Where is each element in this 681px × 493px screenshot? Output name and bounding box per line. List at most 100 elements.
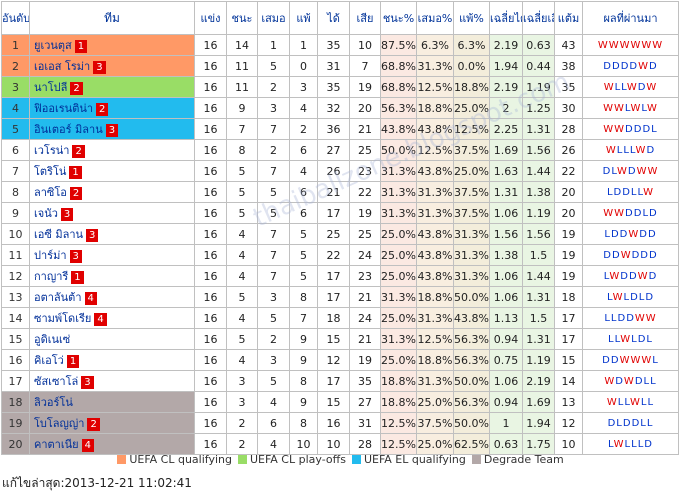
cell-draw-pct: 31.3% <box>416 307 454 329</box>
header-form[interactable]: ผลที่ผ่านมา <box>582 1 679 35</box>
cell-win-pct: 31.3% <box>380 286 417 308</box>
header-loss-pct[interactable]: แพ้% <box>453 1 490 35</box>
team-link[interactable]: คิเอโว่ <box>34 354 64 367</box>
team-link[interactable]: คาตาเนีย <box>34 438 79 451</box>
team-link[interactable]: ซามพ์โดเรีย <box>34 312 92 325</box>
form-sequence: DLDDLL <box>608 418 654 429</box>
cell-goals-against: 35 <box>349 370 381 392</box>
header-rank[interactable]: อันดับ <box>1 1 30 35</box>
standings-body: 1 ยูเวนตุส 1 16 14 1 1 35 10 87.5% 6.3% 6.3% 2.19 0.6… <box>1 34 679 455</box>
cell-played: 16 <box>194 139 227 161</box>
header-played[interactable]: แข่ง <box>194 1 227 35</box>
form-result: L <box>603 270 610 282</box>
team-badge: 1 <box>66 354 80 368</box>
cell-team: ฟิออเรนติน่า 2 <box>29 97 195 119</box>
cell-drawn: 2 <box>257 139 290 161</box>
team-badge: 2 <box>69 186 83 200</box>
team-link[interactable]: ยูเวนตุส <box>34 39 72 52</box>
form-result: L <box>642 207 650 219</box>
form-result: W <box>616 165 628 177</box>
team-link[interactable]: เวโรน่า <box>34 144 70 157</box>
cell-points: 10 <box>554 433 583 455</box>
header-points[interactable]: แต้ม <box>554 1 583 35</box>
team-link[interactable]: นาโปลี <box>34 81 68 94</box>
cell-drawn: 7 <box>257 118 290 140</box>
header-avg-against[interactable]: เฉลี่ยเสีย <box>522 1 555 35</box>
form-result: L <box>650 375 657 387</box>
cell-avg-for: 1 <box>489 412 523 434</box>
team-link[interactable]: ลิวอร์โน่ <box>34 396 73 409</box>
table-row: 18 ลิวอร์โน่ 16 3 4 9 15 27 18.8% 25.0% 56.3% 0.94 1… <box>1 391 679 413</box>
form-result: W <box>643 186 655 198</box>
team-badge: 1 <box>69 165 82 179</box>
header-won[interactable]: ชนะ <box>226 1 258 35</box>
cell-win-pct: 12.5% <box>380 433 417 455</box>
team-link[interactable]: อตาลันต้า <box>34 291 82 304</box>
cell-goals-against: 28 <box>349 433 381 455</box>
cell-won: 5 <box>226 160 258 182</box>
legend-swatch <box>351 455 361 464</box>
team-link[interactable]: เอเอส โรม่า <box>34 60 91 73</box>
team-link[interactable]: โบโลญญ่า <box>34 417 85 430</box>
team-badge: 2 <box>72 144 85 158</box>
cell-drawn: 4 <box>257 391 290 413</box>
team-link[interactable]: ปาร์ม่า <box>34 249 67 262</box>
cell-lost: 9 <box>289 391 318 413</box>
team-link[interactable]: อินเตอร์ มิลาน <box>34 123 103 136</box>
cell-win-pct: 31.3% <box>380 160 417 182</box>
header-team[interactable]: ทีม <box>29 1 195 35</box>
cell-goals-against: 10 <box>349 34 381 56</box>
table-row: 17 ซัสเซาโล่ 3 16 3 5 8 17 35 18.8% 31.3% 50.0% 1.06… <box>1 370 679 392</box>
cell-team: ซามพ์โดเรีย 4 <box>29 307 195 329</box>
legend-item-el: UEFA EL qualifying <box>351 453 466 466</box>
form-result: D <box>622 417 632 429</box>
cell-goals-for: 35 <box>317 34 350 56</box>
cell-draw-pct: 31.3% <box>416 370 454 392</box>
form-result: L <box>608 438 614 450</box>
cell-rank: 9 <box>1 202 30 224</box>
cell-avg-against: 2.19 <box>522 370 555 392</box>
form-sequence: WLLWLL <box>607 397 654 408</box>
header-draw-pct[interactable]: เสมอ% <box>416 1 454 35</box>
table-row: 12 กาญารี 1 16 4 7 5 17 23 25.0% 43.8% 31.3% 1.06 1.4… <box>1 265 679 287</box>
form-result: D <box>630 291 639 303</box>
table-row: 4 ฟิออเรนติน่า 2 16 9 3 4 32 20 56.3% 18.8% 25.0% 2 1… <box>1 97 679 119</box>
team-link[interactable]: เอซี มิลาน <box>34 228 84 241</box>
team-link[interactable]: เจนัว <box>34 207 58 220</box>
team-link[interactable]: ฟิออเรนติน่า <box>34 102 94 115</box>
cell-team: เอซี มิลาน 3 <box>29 223 195 245</box>
cell-played: 16 <box>194 55 227 77</box>
form-result: L <box>623 144 630 156</box>
table-row: 6 เวโรน่า 2 16 8 2 6 27 25 50.0% 12.5% 37.5% 1.69 1.5… <box>1 139 679 161</box>
team-link[interactable]: โตริโน่ <box>34 165 67 178</box>
cell-won: 5 <box>226 286 258 308</box>
header-goals-against[interactable]: เสีย <box>349 1 381 35</box>
team-link[interactable]: ซัสเซาโล่ <box>34 375 79 388</box>
form-result: L <box>614 81 622 93</box>
cell-lost: 8 <box>289 412 318 434</box>
team-link[interactable]: ลาซิโอ <box>34 186 67 199</box>
header-goals-for[interactable]: ได้ <box>317 1 350 35</box>
team-badge: 2 <box>96 102 109 116</box>
form-sequence: LWDDWD <box>604 271 658 282</box>
team-link[interactable]: กาญารี <box>34 270 69 283</box>
header-drawn[interactable]: เสมอ <box>257 1 290 35</box>
cell-team: เอเอส โรม่า 3 <box>29 55 195 77</box>
cell-lost: 2 <box>289 118 318 140</box>
team-link[interactable]: อูดิเนเซ่ <box>34 333 71 346</box>
cell-points: 19 <box>554 265 583 287</box>
form-result: L <box>629 144 636 156</box>
header-win-pct[interactable]: ชนะ% <box>380 1 417 35</box>
form-sequence: DDWWWL <box>602 355 659 366</box>
cell-lost: 3 <box>289 76 318 98</box>
header-lost[interactable]: แพ้ <box>289 1 318 35</box>
header-avg-for[interactable]: เฉลี่ยได้ <box>489 1 523 35</box>
cell-lost: 6 <box>289 181 318 203</box>
cell-draw-pct: 25.0% <box>416 433 454 455</box>
cell-won: 11 <box>226 76 258 98</box>
cell-avg-against: 1.31 <box>522 286 555 308</box>
cell-points: 43 <box>554 34 583 56</box>
team-badge: 3 <box>69 249 82 263</box>
cell-won: 4 <box>226 265 258 287</box>
form-result: L <box>616 144 624 156</box>
